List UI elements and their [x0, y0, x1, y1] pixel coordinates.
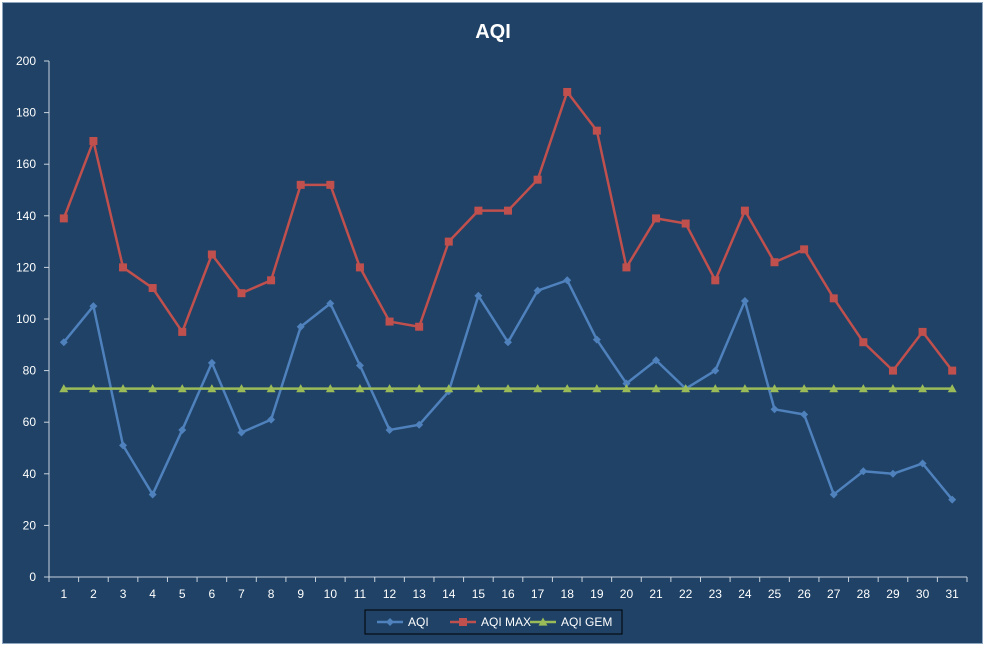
data-point-aqi-max — [800, 245, 808, 253]
x-tick-label: 22 — [679, 587, 693, 601]
data-point-aqi — [889, 470, 897, 478]
data-point-aqi — [237, 429, 245, 437]
data-point-aqi-max — [119, 263, 127, 271]
x-tick-label: 21 — [649, 587, 663, 601]
x-tick-label: 26 — [797, 587, 811, 601]
data-point-aqi-max — [948, 367, 956, 375]
x-tick-label: 5 — [179, 587, 186, 601]
legend: AQI AQI MAX AQI GEM — [365, 610, 622, 634]
chart-title: AQI — [475, 21, 511, 43]
data-point-aqi-max — [297, 181, 305, 189]
x-tick-label: 24 — [738, 587, 752, 601]
data-point-aqi-max — [445, 238, 453, 246]
data-point-aqi-max — [593, 127, 601, 135]
x-tick-label: 4 — [149, 587, 156, 601]
x-tick-label: 19 — [590, 587, 604, 601]
data-point-aqi-max — [622, 263, 630, 271]
x-tick-label: 17 — [531, 587, 545, 601]
data-point-aqi-max — [267, 276, 275, 284]
x-tick-label: 13 — [412, 587, 426, 601]
data-point-aqi-max — [326, 181, 334, 189]
data-point-aqi-max — [682, 220, 690, 228]
data-point-aqi-max — [652, 214, 660, 222]
data-point-aqi-max — [356, 263, 364, 271]
data-point-aqi — [267, 416, 275, 424]
data-point-aqi-max — [415, 323, 423, 331]
y-tick-label: 200 — [16, 54, 36, 68]
data-point-aqi-max — [60, 214, 68, 222]
data-point-aqi — [563, 276, 571, 284]
x-tick-label: 18 — [561, 587, 575, 601]
data-point-aqi-max — [534, 176, 542, 184]
y-tick-label: 120 — [16, 260, 36, 274]
x-tick-label: 27 — [827, 587, 841, 601]
data-point-aqi-max — [563, 88, 571, 96]
data-point-aqi — [741, 297, 749, 305]
data-point-aqi-max — [178, 328, 186, 336]
x-tick-label: 11 — [354, 587, 367, 601]
y-tick-label: 100 — [16, 312, 36, 326]
data-point-aqi-max — [237, 289, 245, 297]
x-tick-label: 3 — [120, 587, 127, 601]
x-tick-label: 16 — [501, 587, 515, 601]
data-point-aqi-max — [859, 338, 867, 346]
x-tick-label: 25 — [768, 587, 782, 601]
data-point-aqi-max — [386, 318, 394, 326]
y-tick-label: 160 — [16, 157, 36, 171]
legend-marker-aqi-max — [459, 618, 467, 626]
y-tick-label: 40 — [23, 467, 37, 481]
data-point-aqi-max — [149, 284, 157, 292]
x-tick-label: 23 — [709, 587, 723, 601]
data-point-aqi — [208, 359, 216, 367]
legend-label-aqi-max: AQI MAX — [481, 615, 531, 629]
data-point-aqi-max — [208, 251, 216, 259]
series-layer — [59, 88, 956, 504]
x-tick-label: 12 — [383, 587, 397, 601]
x-tick-label: 8 — [268, 587, 275, 601]
x-tick-label: 14 — [442, 587, 456, 601]
series-line-aqi-max — [64, 92, 952, 371]
data-point-aqi-max — [741, 207, 749, 215]
data-point-aqi — [178, 426, 186, 434]
x-tick-label: 6 — [209, 587, 216, 601]
data-point-aqi-max — [504, 207, 512, 215]
data-point-aqi-max — [711, 276, 719, 284]
y-tick-label: 140 — [16, 209, 36, 223]
legend-label-aqi-gem: AQI GEM — [561, 615, 612, 629]
data-point-aqi-max — [771, 258, 779, 266]
series-aqi-max — [60, 88, 956, 375]
x-tick-label: 30 — [916, 587, 930, 601]
y-tick-label: 20 — [23, 518, 37, 532]
x-tick-label: 10 — [324, 587, 338, 601]
y-tick-label: 180 — [16, 106, 36, 120]
data-point-aqi-max — [889, 367, 897, 375]
x-tick-label: 31 — [946, 587, 960, 601]
data-point-aqi-max — [474, 207, 482, 215]
x-tick-label: 20 — [620, 587, 634, 601]
data-point-aqi — [386, 426, 394, 434]
legend-label-aqi: AQI — [408, 615, 429, 629]
data-point-aqi — [356, 361, 364, 369]
y-tick-label: 80 — [23, 364, 37, 378]
y-tick-label: 60 — [23, 415, 37, 429]
data-point-aqi — [771, 405, 779, 413]
x-tick-label: 28 — [857, 587, 871, 601]
data-point-aqi-max — [830, 294, 838, 302]
x-tick-label: 29 — [886, 587, 900, 601]
x-tick-label: 9 — [297, 587, 304, 601]
data-point-aqi-max — [89, 137, 97, 145]
x-tick-label: 2 — [90, 587, 97, 601]
y-tick-label: 0 — [29, 570, 36, 584]
x-tick-label: 1 — [60, 587, 67, 601]
x-tick-label: 7 — [238, 587, 245, 601]
data-point-aqi — [800, 410, 808, 418]
x-tick-label: 15 — [472, 587, 486, 601]
series-aqi-gem — [59, 384, 956, 392]
data-point-aqi-max — [919, 328, 927, 336]
